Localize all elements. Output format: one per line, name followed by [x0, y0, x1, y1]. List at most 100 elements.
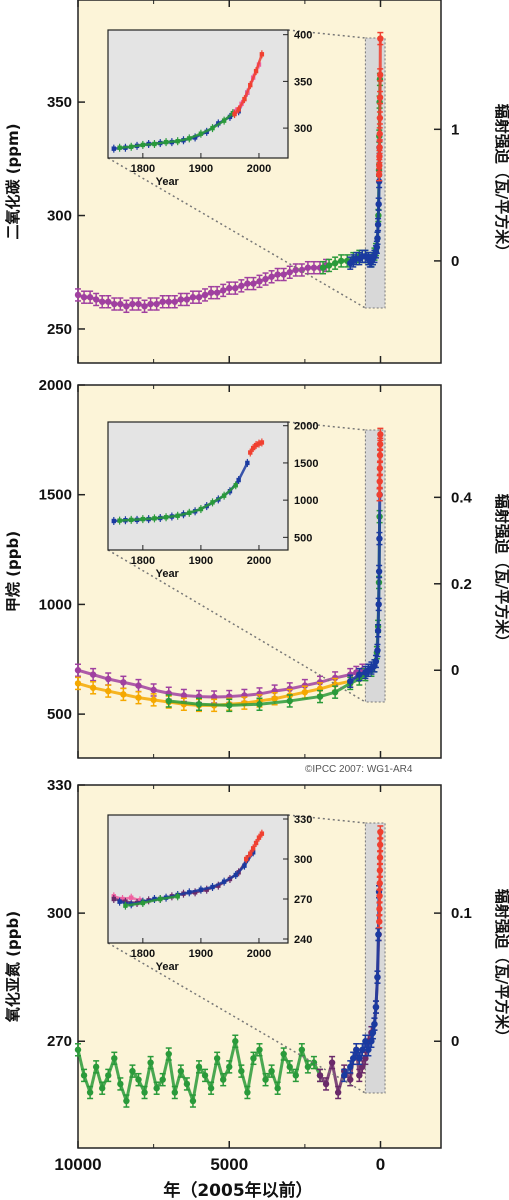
data-point	[376, 94, 384, 101]
data-point	[316, 693, 324, 700]
inset-data-point	[187, 890, 192, 895]
y-axis-label-left: 二氧化碳 (ppm)	[4, 123, 22, 239]
data-point	[177, 296, 185, 303]
data-point	[120, 691, 127, 698]
inset-y-tick-label: 300	[294, 123, 312, 135]
data-point	[207, 1085, 215, 1092]
y-tick-label: 2000	[39, 377, 72, 394]
data-point	[362, 1055, 369, 1062]
data-point	[201, 1072, 209, 1079]
data-point	[117, 300, 124, 308]
inset-data-point	[259, 52, 265, 57]
data-point	[150, 686, 157, 694]
inset-x-tick-label: 1800	[131, 948, 155, 960]
inset-data-point	[129, 895, 134, 900]
data-point	[376, 854, 384, 861]
data-point	[105, 298, 112, 305]
inset-x-tick-label: 1800	[131, 555, 155, 567]
inset-data-point	[242, 863, 247, 868]
inset-x-tick-label: 2000	[247, 948, 271, 960]
data-point	[165, 298, 172, 305]
data-point	[376, 880, 383, 887]
data-point	[365, 1046, 372, 1053]
data-point	[356, 671, 363, 678]
data-point	[195, 294, 203, 301]
inset-data-point	[210, 884, 215, 890]
inset-data-point	[221, 493, 227, 498]
data-point	[347, 1063, 354, 1071]
inset-data-point	[221, 118, 227, 123]
inset-y-tick-label: 500	[294, 532, 312, 544]
panel-2: 500 1000 1500 2000 0 0.2 0.4 甲烷 (ppb) 辐射强迫（瓦/平方米…	[4, 377, 509, 759]
inset-series-green	[123, 892, 180, 910]
inset-data-point	[250, 850, 256, 855]
data-point	[375, 931, 382, 938]
inset-y-tick-label: 300	[294, 854, 312, 866]
inset-y-tick-label: 240	[294, 934, 312, 946]
data-point	[123, 1097, 130, 1105]
data-point	[376, 162, 383, 169]
data-point	[86, 294, 94, 301]
data-point	[147, 1059, 154, 1066]
data-point	[325, 262, 333, 269]
x-tick-label: 10000	[54, 1155, 101, 1174]
data-point	[135, 694, 142, 701]
data-point	[105, 675, 112, 683]
x-tick-label: 5000	[210, 1155, 248, 1174]
inset-data-point	[198, 506, 204, 512]
data-point	[250, 1055, 257, 1062]
inset-data-point	[232, 111, 237, 117]
inset-series-red	[243, 829, 265, 863]
data-point	[80, 1072, 88, 1079]
inset-data-point	[250, 445, 256, 451]
data-point	[362, 1038, 369, 1045]
right-tick-label: 1	[451, 121, 459, 138]
data-point	[226, 284, 233, 292]
inset-data-point	[187, 510, 192, 515]
data-point	[141, 303, 148, 310]
data-point	[376, 114, 384, 122]
data-point	[359, 1063, 366, 1071]
data-point	[213, 1055, 221, 1062]
data-point	[105, 687, 112, 695]
data-point	[316, 1072, 324, 1079]
inset-data-point	[259, 440, 265, 445]
inset-data-point	[163, 515, 169, 520]
y-tick-label: 270	[47, 1033, 72, 1050]
inset-x-label: Year	[156, 961, 180, 973]
data-point	[347, 678, 354, 685]
data-point	[347, 1076, 354, 1083]
data-point	[123, 303, 130, 310]
data-point	[350, 1055, 357, 1062]
data-point	[117, 1080, 124, 1088]
data-point	[177, 1067, 185, 1075]
data-point	[120, 679, 127, 686]
data-point	[292, 1072, 299, 1079]
data-point	[238, 1067, 245, 1075]
data-point	[171, 1089, 178, 1096]
inset-x-tick-label: 1900	[189, 948, 213, 960]
data-point	[74, 1046, 82, 1053]
data-point	[304, 1063, 312, 1071]
data-point	[374, 221, 382, 228]
data-point	[280, 271, 287, 278]
right-tick-label: 0	[451, 253, 459, 270]
data-point	[111, 300, 118, 308]
inset-data-point	[117, 145, 122, 150]
data-point	[171, 298, 178, 305]
data-point	[89, 671, 97, 678]
data-point	[375, 601, 382, 608]
inset-x-tick-label: 1900	[189, 163, 213, 175]
y-axis-label-right: 辐射强迫（瓦/平方米）	[493, 104, 509, 259]
data-point	[319, 264, 327, 271]
inset-x-tick-label: 1900	[189, 555, 213, 567]
y-tick-label: 250	[47, 321, 72, 338]
data-point	[213, 289, 221, 296]
inset-area	[107, 29, 289, 159]
data-point	[368, 1038, 375, 1045]
data-point	[105, 1072, 112, 1079]
inset-data-point	[152, 516, 157, 521]
data-point	[80, 294, 88, 301]
inset-data-point	[253, 442, 259, 448]
inset-data-point	[248, 450, 253, 455]
